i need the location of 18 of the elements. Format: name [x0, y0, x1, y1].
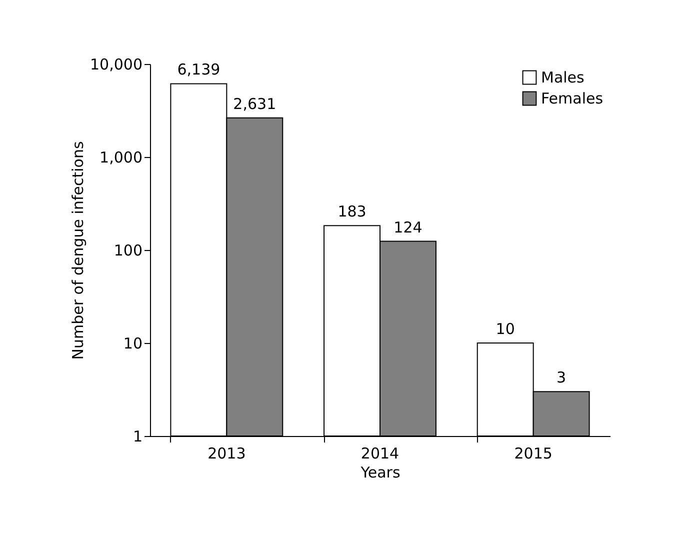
data-label: 2,631 — [233, 94, 276, 113]
y-tick-label: 100 — [114, 242, 142, 260]
y-tick-label: 1,000 — [100, 148, 142, 166]
y-tick-label: 10 — [123, 334, 142, 352]
data-label: 6,139 — [177, 60, 220, 79]
data-label: 124 — [394, 218, 422, 236]
y-tick-label: 1 — [132, 428, 142, 446]
legend-label: Males — [541, 68, 585, 86]
x-tick-label: 2013 — [208, 444, 246, 462]
y-axis-title: Number of dengue infections — [69, 141, 88, 360]
data-label: 183 — [338, 202, 366, 221]
x-tick-label: 2014 — [360, 444, 400, 462]
x-axis-title: Years — [360, 464, 400, 482]
y-tick-label: 10,000 — [90, 56, 142, 74]
data-label: 3 — [556, 368, 566, 387]
data-label: 10 — [496, 320, 515, 338]
x-tick-label: 2015 — [514, 444, 552, 462]
legend-label: Females — [541, 90, 604, 108]
